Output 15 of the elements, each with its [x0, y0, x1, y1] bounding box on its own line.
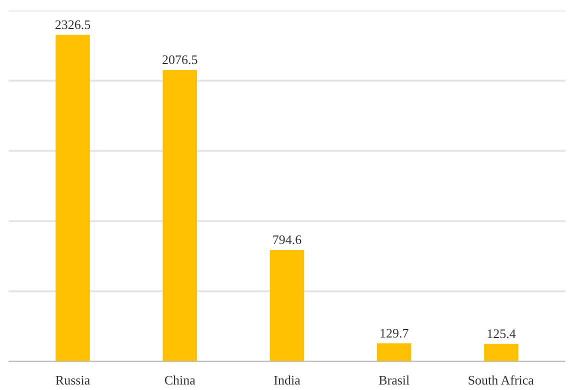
bar — [376, 343, 412, 362]
bar — [162, 70, 198, 362]
data-label: 2326.5 — [54, 16, 91, 32]
x-tick-label: Russia — [55, 372, 90, 388]
bar — [484, 344, 518, 362]
data-label: 129.7 — [379, 325, 410, 340]
bar — [56, 34, 90, 362]
bar — [270, 250, 304, 362]
x-tick-label: India — [274, 372, 301, 388]
data-label: 2076.5 — [162, 52, 198, 67]
data-label: 125.4 — [486, 326, 516, 341]
x-tick-label: South Africa — [468, 372, 534, 388]
x-tick-label: Brasil — [378, 372, 410, 388]
data-label: 794.6 — [272, 232, 302, 247]
x-tick-label: China — [164, 372, 196, 388]
